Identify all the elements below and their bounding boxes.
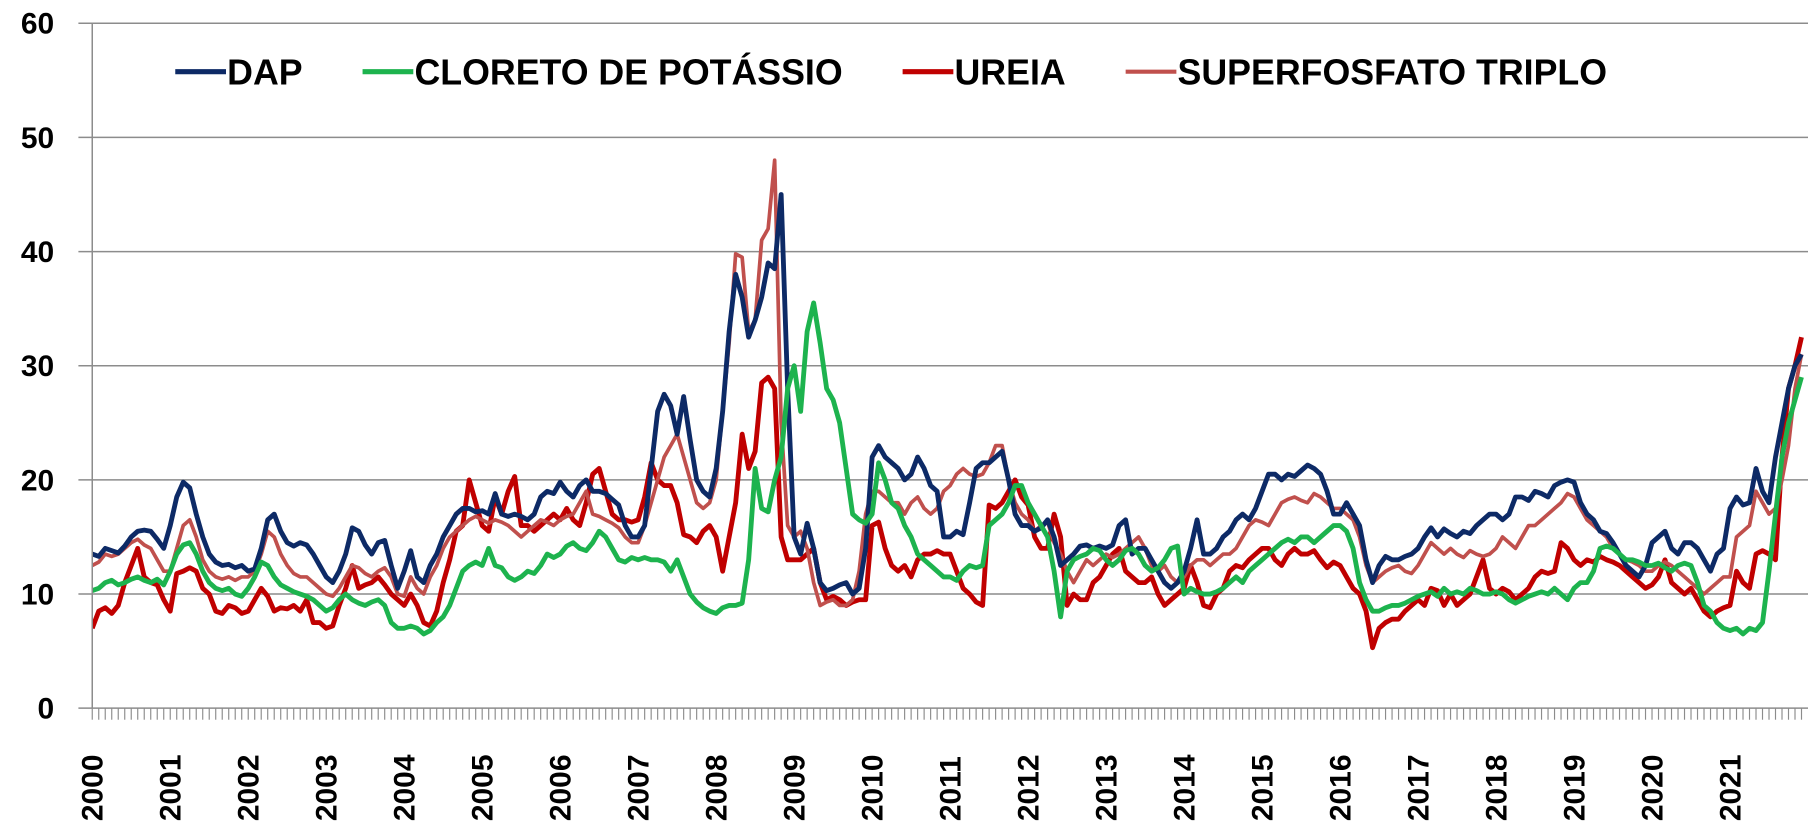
y-tick-label: 30: [21, 350, 54, 383]
plot-area: [92, 158, 1804, 651]
x-tick-label: 2010: [857, 755, 890, 822]
legend-label: DAP: [227, 52, 302, 92]
x-tick-label: 2020: [1636, 755, 1669, 822]
x-tick-label: 2015: [1246, 755, 1279, 822]
y-tick-label: 10: [21, 578, 54, 611]
x-tick-label: 2019: [1558, 755, 1591, 822]
x-tick-label: 2009: [779, 755, 812, 822]
y-tick-label: 0: [38, 693, 55, 726]
x-tick-label: 2006: [545, 755, 578, 822]
data-line: [92, 192, 1804, 597]
x-tick-label: 2016: [1324, 755, 1357, 822]
x-tick-label: 2001: [155, 755, 188, 822]
data-line: [92, 336, 1804, 651]
y-tick-label: 40: [21, 236, 54, 269]
x-tick-label: 2005: [467, 755, 500, 822]
x-tick-label: 2011: [935, 756, 968, 821]
x-tick-label: 2003: [311, 755, 344, 822]
x-tick-label: 2018: [1480, 755, 1513, 822]
y-tick-label: 20: [21, 464, 54, 497]
data-line: [92, 158, 1804, 608]
y-tick-label: 50: [21, 122, 54, 155]
x-tick-label: 2004: [389, 754, 422, 821]
x-tick-label: 2014: [1168, 754, 1201, 821]
x-tick-label: 2013: [1090, 755, 1123, 822]
axes: 0 10 20 30 40 50 60 2000 2001 2002 2003 2004 2005 200…: [21, 8, 1803, 822]
x-tick-label: 2000: [77, 755, 110, 822]
data-line: [92, 300, 1804, 637]
x-tick-label: 2002: [233, 755, 266, 822]
grid: [78, 22, 1808, 709]
x-tick-label: 2017: [1402, 755, 1435, 822]
legend: DAP CLORETO DE POTÁSSIO UREIA SUPERFOSFATO …: [175, 52, 1607, 92]
legend-label: UREIA: [955, 52, 1066, 92]
x-tick-label: 2008: [701, 755, 734, 822]
legend-label: CLORETO DE POTÁSSIO: [414, 52, 842, 92]
x-tick-label: 2021: [1714, 755, 1747, 822]
legend-label: SUPERFOSFATO TRIPLO: [1178, 52, 1608, 92]
y-tick-label: 60: [21, 8, 54, 41]
x-tick-label: 2007: [623, 755, 656, 822]
x-tick-label: 2012: [1012, 755, 1045, 822]
